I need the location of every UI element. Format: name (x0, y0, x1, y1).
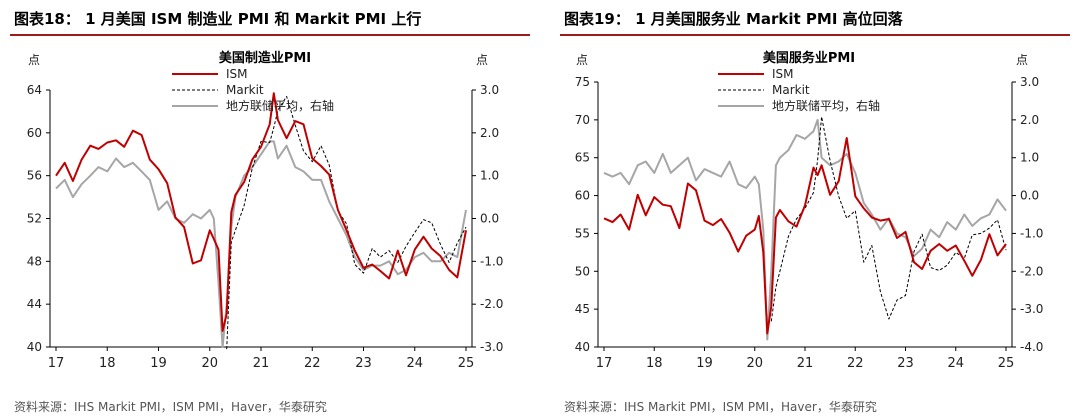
source-note: 资料来源：IHS Markit PMI，ISM PMI，Haver，华泰研究 (564, 400, 877, 414)
x-tick-label: 19 (696, 356, 713, 371)
chart-panel-services: 图表19： 1 月美国服务业 Markit PMI 高位回落 美国服务业PMI 点… (550, 0, 1080, 420)
chart-panel-manufacturing: 图表18： 1 月美国 ISM 制造业 PMI 和 Markit PMI 上行 … (10, 10, 530, 414)
y-right-tick-label: -3.0 (1020, 302, 1043, 316)
x-tick-label: 22 (304, 356, 321, 371)
chart-title: 美国制造业PMI (219, 50, 311, 66)
y-right-tick-label: 0.0 (480, 212, 499, 226)
series-line-1 (770, 116, 1007, 322)
y-left-tick-label: 48 (27, 254, 42, 268)
legend-label-1: Markit (226, 83, 264, 97)
y-right-tick-label: 1.0 (480, 169, 499, 183)
x-tick-label: 17 (596, 356, 613, 371)
y-left-tick-label: 52 (27, 212, 42, 226)
y-right-tick-label: -2.0 (480, 297, 503, 311)
y-right-tick-label: -3.0 (480, 340, 503, 354)
y-right-tick-label: -2.0 (1020, 264, 1043, 278)
line-chart: 美国服务业PMI 点 点 40 45 50 55 60 65 70 75 -4.0 -3.0 -2.0 -1… (575, 50, 1044, 371)
series-line-1 (226, 95, 467, 350)
y-left-tick-label: 60 (27, 126, 42, 140)
figure-title: 图表18： 1 月美国 ISM 制造业 PMI 和 Markit PMI 上行 (14, 10, 422, 28)
legend-label-1: Markit (772, 83, 810, 97)
x-tick-label: 18 (99, 356, 116, 371)
x-tick-label: 18 (646, 356, 663, 371)
legend-label-0: ISM (226, 67, 248, 81)
legend-label-0: ISM (772, 67, 794, 81)
x-tick-label: 21 (253, 356, 270, 371)
x-tick-label: 25 (458, 356, 475, 371)
x-tick-label: 24 (406, 356, 423, 371)
y-right-tick-label: 3.0 (480, 83, 499, 97)
legend-label-2: 地方联储平均，右轴 (226, 98, 334, 113)
x-tick-label: 22 (847, 356, 864, 371)
y-right-unit: 点 (476, 53, 488, 67)
y-left-tick-label: 44 (27, 297, 42, 311)
x-tick-label: 23 (897, 356, 914, 371)
y-left-unit: 点 (28, 53, 40, 67)
y-right-tick-label: -4.0 (1020, 340, 1043, 354)
y-right-tick-label: 0.0 (1020, 189, 1039, 203)
y-left-tick-label: 50 (575, 264, 590, 278)
y-left-unit: 点 (576, 53, 588, 67)
x-tick-label: 24 (947, 356, 964, 371)
y-left-tick-label: 56 (27, 169, 42, 183)
y-left-tick-label: 40 (27, 340, 42, 354)
x-tick-label: 25 (998, 356, 1015, 371)
series-line-2 (603, 118, 1007, 341)
y-right-tick-label: 3.0 (1020, 75, 1039, 89)
y-left-tick-label: 45 (575, 302, 590, 316)
y-left-tick-label: 70 (575, 113, 590, 127)
x-tick-label: 23 (355, 356, 372, 371)
legend-label-2: 地方联储平均，右轴 (772, 98, 880, 113)
x-tick-label: 17 (48, 356, 65, 371)
y-right-tick-label: 1.0 (1020, 151, 1039, 165)
title-rule (560, 34, 1070, 36)
title-rule (10, 34, 530, 36)
x-tick-label: 20 (201, 356, 218, 371)
series-line-0 (603, 137, 1007, 335)
y-right-tick-label: -1.0 (1020, 226, 1043, 240)
y-left-tick-label: 40 (575, 340, 590, 354)
y-left-tick-label: 65 (575, 151, 590, 165)
y-right-tick-label: 2.0 (1020, 113, 1039, 127)
series-line-0 (55, 92, 467, 332)
y-left-tick-label: 64 (27, 83, 42, 97)
y-right-unit: 点 (1016, 53, 1028, 67)
line-chart: 美国制造业PMI 点 点 40 44 48 52 56 60 64 -3.0 -2.0 -1.0 0.0 1… (27, 50, 504, 371)
y-left-tick-label: 60 (575, 189, 590, 203)
y-right-tick-label: 2.0 (480, 126, 499, 140)
y-right-tick-label: -1.0 (480, 254, 503, 268)
x-tick-label: 21 (797, 356, 814, 371)
x-tick-label: 20 (746, 356, 763, 371)
y-left-tick-label: 55 (575, 226, 590, 240)
series-line-2 (55, 140, 467, 348)
x-tick-label: 19 (150, 356, 167, 371)
source-note: 资料来源：IHS Markit PMI，ISM PMI，Haver，华泰研究 (14, 400, 327, 414)
figure-title: 图表19： 1 月美国服务业 Markit PMI 高位回落 (564, 10, 903, 28)
chart-title: 美国服务业PMI (763, 50, 855, 66)
y-left-tick-label: 75 (575, 75, 590, 89)
